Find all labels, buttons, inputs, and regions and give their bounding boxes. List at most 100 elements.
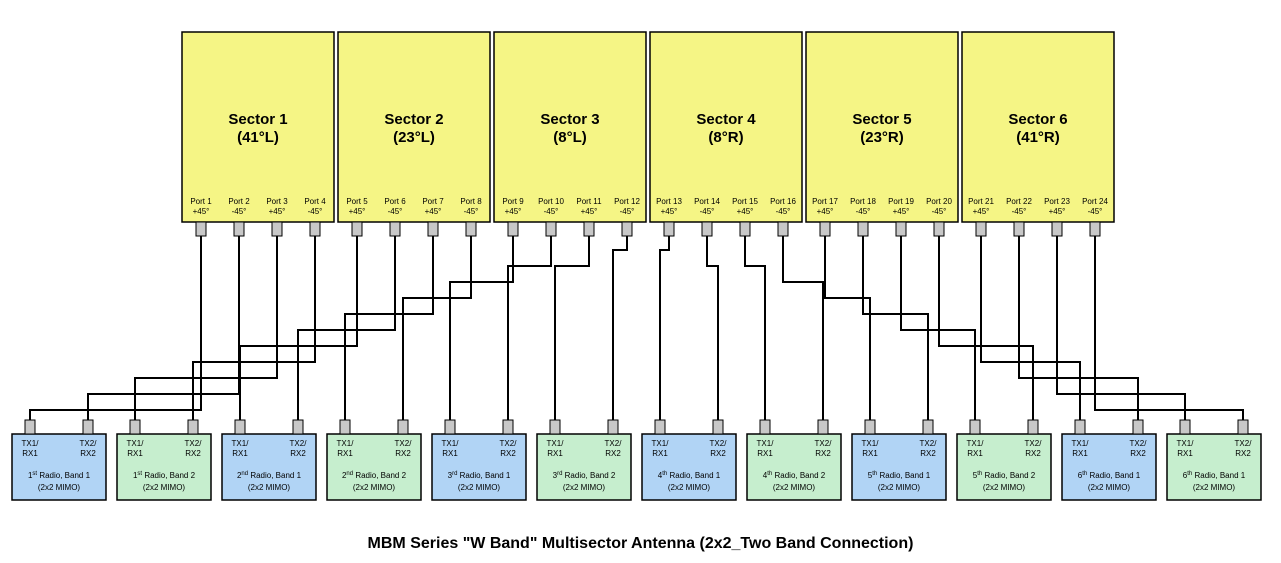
- sector-title: Sector 2: [384, 111, 443, 128]
- port-label: Port 7: [422, 197, 444, 206]
- wire: [345, 236, 433, 420]
- rx-label: RX1: [337, 449, 353, 458]
- radio-mimo: (2x2 MIMO): [983, 483, 1026, 492]
- port-connector: [196, 222, 206, 236]
- tx-label: TX1/: [1177, 439, 1195, 448]
- port-angle: -45°: [932, 207, 947, 216]
- port-angle: +45°: [193, 207, 210, 216]
- port-label: Port 2: [228, 197, 250, 206]
- port-label: Port 24: [1082, 197, 1108, 206]
- port-connector: [1090, 222, 1100, 236]
- rx-label: RX1: [652, 449, 668, 458]
- tx-label: TX1/: [22, 439, 40, 448]
- rx-label: RX1: [757, 449, 773, 458]
- radio-connector: [1180, 420, 1190, 434]
- rx-label: RX2: [290, 449, 306, 458]
- port-label: Port 1: [190, 197, 212, 206]
- wire: [135, 236, 277, 420]
- tx-label: TX2/: [500, 439, 518, 448]
- sector-title: Sector 6: [1008, 111, 1067, 128]
- port-connector: [896, 222, 906, 236]
- radio-connector: [713, 420, 723, 434]
- tx-label: TX1/: [232, 439, 250, 448]
- radio-connector: [83, 420, 93, 434]
- sector-title: Sector 5: [852, 111, 911, 128]
- port-angle: -45°: [544, 207, 559, 216]
- wire: [783, 236, 823, 420]
- radio-mimo: (2x2 MIMO): [563, 483, 606, 492]
- wire: [30, 236, 201, 420]
- port-connector: [352, 222, 362, 236]
- port-connector: [390, 222, 400, 236]
- tx-label: TX1/: [337, 439, 355, 448]
- tx-label: TX2/: [815, 439, 833, 448]
- radio-connector: [25, 420, 35, 434]
- port-label: Port 21: [968, 197, 994, 206]
- radio-connector: [818, 420, 828, 434]
- sector-title: Sector 3: [540, 111, 599, 128]
- port-angle: +45°: [893, 207, 910, 216]
- port-connector: [740, 222, 750, 236]
- rx-label: RX1: [22, 449, 38, 458]
- radio-connector: [550, 420, 560, 434]
- tx-label: TX1/: [127, 439, 145, 448]
- port-angle: -45°: [776, 207, 791, 216]
- tx-label: TX1/: [442, 439, 460, 448]
- rx-label: RX1: [862, 449, 878, 458]
- radio-mimo: (2x2 MIMO): [248, 483, 291, 492]
- tx-label: TX2/: [920, 439, 938, 448]
- wire: [555, 236, 589, 420]
- port-label: Port 20: [926, 197, 952, 206]
- port-connector: [622, 222, 632, 236]
- tx-label: TX1/: [547, 439, 565, 448]
- port-label: Port 5: [346, 197, 368, 206]
- radio-title: 6th Radio, Band 1: [1183, 471, 1246, 480]
- radio-mimo: (2x2 MIMO): [353, 483, 396, 492]
- rx-label: RX2: [1130, 449, 1146, 458]
- radio-connector: [970, 420, 980, 434]
- wire: [1057, 236, 1185, 420]
- sector-subtitle: (8°L): [553, 129, 587, 146]
- radio-title: 3rd Radio, Band 2: [553, 471, 616, 480]
- port-connector: [778, 222, 788, 236]
- sector-subtitle: (23°L): [393, 129, 435, 146]
- rx-label: RX2: [920, 449, 936, 458]
- port-angle: +45°: [349, 207, 366, 216]
- wire: [450, 236, 513, 420]
- radio-mimo: (2x2 MIMO): [878, 483, 921, 492]
- radio-title: 3rd Radio, Band 1: [448, 471, 511, 480]
- port-angle: -45°: [1088, 207, 1103, 216]
- radio-connector: [1028, 420, 1038, 434]
- port-label: Port 22: [1006, 197, 1032, 206]
- port-connector: [584, 222, 594, 236]
- radio-mimo: (2x2 MIMO): [1193, 483, 1236, 492]
- port-angle: +45°: [581, 207, 598, 216]
- wire: [660, 236, 669, 420]
- tx-label: TX2/: [605, 439, 623, 448]
- wire: [193, 236, 315, 420]
- tx-label: TX2/: [1025, 439, 1043, 448]
- port-label: Port 18: [850, 197, 876, 206]
- rx-label: RX2: [815, 449, 831, 458]
- port-label: Port 23: [1044, 197, 1070, 206]
- wire: [88, 236, 239, 420]
- port-label: Port 12: [614, 197, 640, 206]
- rx-label: RX2: [500, 449, 516, 458]
- port-connector: [310, 222, 320, 236]
- port-label: Port 15: [732, 197, 758, 206]
- radio-title: 4th Radio, Band 2: [763, 471, 826, 480]
- port-angle: -45°: [700, 207, 715, 216]
- port-label: Port 17: [812, 197, 838, 206]
- tx-label: TX1/: [862, 439, 880, 448]
- port-connector: [508, 222, 518, 236]
- radio-title: 1st Radio, Band 1: [28, 471, 91, 480]
- radio-mimo: (2x2 MIMO): [143, 483, 186, 492]
- radio-title: 4th Radio, Band 1: [658, 471, 721, 480]
- radio-mimo: (2x2 MIMO): [773, 483, 816, 492]
- radio-mimo: (2x2 MIMO): [668, 483, 711, 492]
- radio-connector: [235, 420, 245, 434]
- port-angle: +45°: [269, 207, 286, 216]
- tx-label: TX1/: [1072, 439, 1090, 448]
- rx-label: RX1: [547, 449, 563, 458]
- port-angle: +45°: [817, 207, 834, 216]
